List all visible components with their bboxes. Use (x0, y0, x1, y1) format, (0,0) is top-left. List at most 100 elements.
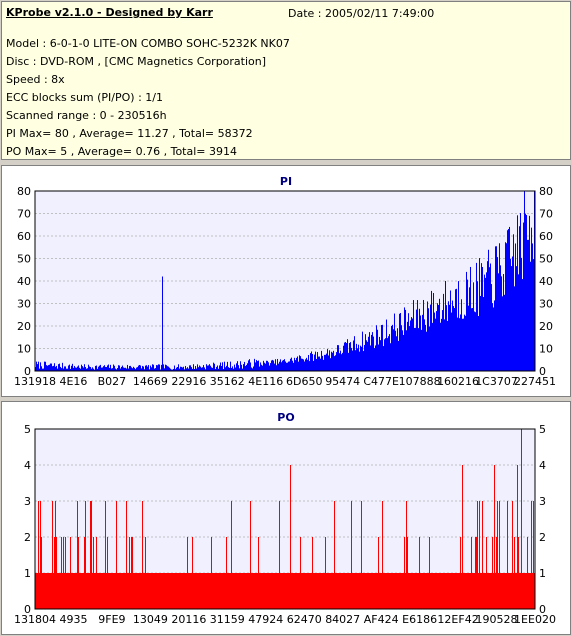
pi-bar (318, 356, 319, 371)
po-ytick-left-label: 0 (24, 603, 31, 616)
po-bar (177, 573, 178, 609)
pi-bar (468, 305, 469, 371)
po-bar (508, 573, 509, 609)
po-bar (156, 573, 157, 609)
pi-plot-border (34, 190, 536, 372)
pi-bar (293, 362, 294, 371)
po-bar (61, 537, 62, 609)
po-bar (261, 573, 262, 609)
po-bar (271, 573, 272, 609)
po-bar (465, 573, 466, 609)
pi-bar (125, 367, 126, 371)
pi-bar (156, 365, 157, 371)
pi-bar (363, 351, 364, 371)
po-bar (318, 573, 319, 609)
pi-bar (158, 364, 159, 371)
po-bar (293, 573, 294, 609)
pi-bar (367, 341, 368, 371)
pi-bar (317, 352, 318, 371)
pi-xtick-label: B027 (98, 375, 127, 388)
pi-bar (189, 365, 190, 371)
po-bar (309, 573, 310, 609)
pi-bar (354, 336, 355, 371)
pi-ytick-left-label: 10 (17, 343, 31, 356)
po-bar (236, 573, 237, 609)
po-bar (312, 537, 313, 609)
po-bar (248, 573, 249, 609)
pi-bar (522, 279, 523, 371)
po-bar (208, 573, 209, 609)
po-bar (189, 573, 190, 609)
pi-bar (253, 366, 254, 371)
pi-bar (277, 358, 278, 371)
po-bar (203, 573, 204, 609)
po-bar (106, 573, 107, 609)
po-bar (451, 573, 452, 609)
po-bar (317, 573, 318, 609)
po-bar (368, 573, 369, 609)
pi-xtick-label: 95474 (325, 375, 360, 388)
pi-bar (264, 362, 265, 371)
pi-bar (369, 332, 370, 371)
pi-bar (149, 369, 150, 371)
pi-bar (493, 307, 494, 371)
pi-bar (193, 364, 194, 371)
po-ytick-left-label: 3 (24, 495, 31, 508)
po-bar (489, 573, 490, 609)
po-bar (192, 537, 193, 609)
pi-bar (457, 317, 458, 371)
po-bar (330, 573, 331, 609)
po-bar (46, 573, 47, 609)
pi-bar (240, 361, 241, 371)
po-bar (265, 573, 266, 609)
po-bar (501, 573, 502, 609)
pi-bar (45, 361, 46, 371)
po-bar (286, 573, 287, 609)
po-bar (461, 573, 462, 609)
po-bar (502, 573, 503, 609)
po-bar (308, 573, 309, 609)
po-bar (278, 573, 279, 609)
pi-bar (404, 307, 405, 371)
po-bar (491, 573, 492, 609)
po-bar (42, 573, 43, 609)
po-bar (527, 537, 528, 609)
pi-bar (383, 346, 384, 371)
po-bar (347, 573, 348, 609)
po-xtick-label: 190528 (476, 613, 518, 626)
po-bar (281, 573, 282, 609)
pi-bar (119, 365, 120, 371)
pi-bar (42, 368, 43, 371)
po-bar (363, 573, 364, 609)
pi-bar (171, 369, 172, 371)
po-bar (85, 501, 86, 609)
po-bar (366, 573, 367, 609)
po-bar (341, 573, 342, 609)
pi-bar (215, 369, 216, 371)
po-bar (402, 573, 403, 609)
po-bar (294, 573, 295, 609)
po-bar (454, 573, 455, 609)
po-bar (148, 573, 149, 609)
pi-bar (233, 368, 234, 371)
po-bar (377, 573, 378, 609)
pi-bar (456, 288, 457, 371)
po-bar (389, 573, 390, 609)
pi-bar (454, 308, 455, 371)
pi-bar (511, 266, 512, 371)
po-bar (404, 537, 405, 609)
po-bar (418, 573, 419, 609)
po-bar (80, 573, 81, 609)
po-ytick-right-label: 1 (539, 567, 546, 580)
po-bar (446, 573, 447, 609)
pi-bar (311, 351, 312, 371)
pi-bar (324, 354, 325, 371)
po-bar (196, 573, 197, 609)
po-bar (184, 573, 185, 609)
po-bar (295, 573, 296, 609)
pi-bar (298, 361, 299, 371)
pi-bar (424, 319, 425, 371)
po-xtick-label: E6186 (402, 613, 437, 626)
po-bar (75, 573, 76, 609)
po-bar (121, 573, 122, 609)
